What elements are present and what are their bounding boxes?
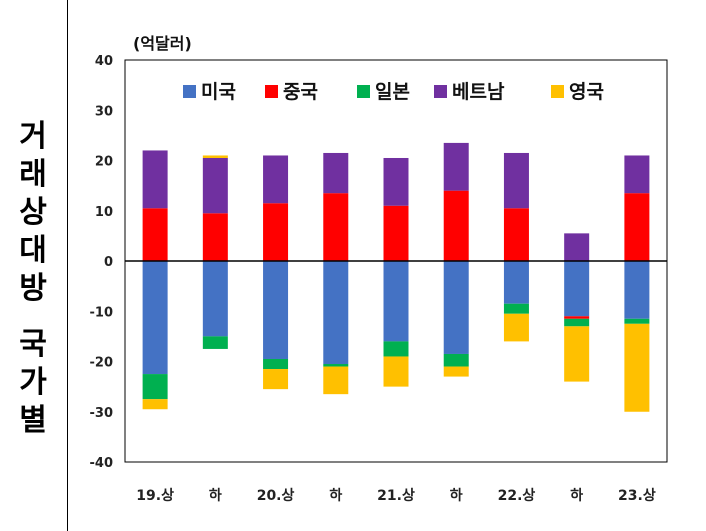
- bar-segment: [564, 326, 590, 382]
- side-title-char: 국: [19, 327, 47, 362]
- bar-segment: [503, 303, 529, 314]
- bar-segment: [503, 261, 529, 304]
- side-title-char: 거: [19, 119, 47, 154]
- bar-segment: [443, 353, 469, 367]
- bar-segment: [624, 323, 650, 412]
- x-tick-label: 하: [450, 487, 463, 504]
- bar-segment: [624, 193, 650, 261]
- bar-segment: [142, 261, 168, 375]
- bar-segment: [564, 233, 590, 261]
- x-tick-label: 하: [209, 487, 222, 504]
- legend-label: 중국: [283, 81, 318, 103]
- bar-segment: [383, 157, 409, 206]
- bar-segment: [263, 261, 289, 359]
- y-tick-label: 20: [95, 155, 113, 170]
- bar-segment: [383, 261, 409, 342]
- y-tick-label: -40: [90, 456, 114, 471]
- x-tick-label: 20.상: [257, 488, 295, 504]
- x-tick-label: 하: [329, 487, 342, 504]
- unit-label: (억달러): [133, 34, 192, 53]
- bar-segment: [323, 364, 349, 367]
- bar-segment: [443, 142, 469, 191]
- bar-segment: [142, 374, 168, 400]
- x-tick-label: 21.상: [377, 488, 415, 504]
- legend-swatch: [265, 85, 278, 98]
- x-tick-label: 19.상: [136, 488, 174, 504]
- bar-segment: [323, 152, 349, 194]
- side-title-char: 상: [19, 195, 47, 230]
- side-title-char: 별: [19, 403, 47, 438]
- bar-segment: [443, 366, 469, 377]
- bar-segment: [383, 205, 409, 261]
- x-tick-label: 하: [570, 487, 583, 504]
- bar-segment: [323, 366, 349, 395]
- bar-segment: [142, 150, 168, 209]
- side-title-char: 가: [19, 365, 47, 400]
- bar-segment: [202, 155, 228, 158]
- x-tick-label: 23.상: [618, 488, 656, 504]
- bar-segment: [383, 341, 409, 357]
- bar-segment: [443, 190, 469, 261]
- divider-line: [67, 0, 68, 531]
- y-tick-label: 10: [95, 205, 113, 220]
- bar-segment: [142, 208, 168, 261]
- y-tick-label: 30: [95, 104, 113, 119]
- legend-label: 일본: [375, 81, 410, 103]
- bar-segment: [323, 193, 349, 261]
- y-tick-label: 40: [95, 54, 113, 69]
- y-tick-label: 0: [104, 255, 113, 270]
- bar-segment: [383, 356, 409, 387]
- bar-segment: [202, 213, 228, 261]
- bar-segment: [443, 261, 469, 354]
- bar-segment: [503, 152, 529, 209]
- bar-segment: [503, 208, 529, 261]
- legend-label: 영국: [569, 81, 604, 103]
- bar-segment: [624, 318, 650, 324]
- bar-segment: [202, 261, 228, 337]
- bar-segment: [142, 399, 168, 410]
- bar-segment: [503, 313, 529, 342]
- bar-segment: [263, 203, 289, 261]
- x-tick-label: 22.상: [498, 488, 536, 504]
- bar-segment: [202, 157, 228, 214]
- legend-swatch: [357, 85, 370, 98]
- bar-segment: [564, 316, 590, 319]
- bar-segment: [323, 261, 349, 365]
- side-title: 거 래 상 대 방 국 가 별: [8, 118, 58, 440]
- legend-label: 미국: [201, 81, 236, 103]
- side-title-char: 대: [19, 233, 47, 268]
- bar-segment: [564, 261, 590, 317]
- legend-swatch: [434, 85, 447, 98]
- legend-label: 베트남: [452, 81, 505, 103]
- bar-segment: [624, 155, 650, 194]
- y-tick-label: -20: [90, 356, 114, 371]
- bar-segment: [263, 155, 289, 204]
- y-tick-label: -30: [90, 406, 114, 421]
- bar-segment: [263, 358, 289, 370]
- bar-segment: [263, 369, 289, 390]
- bar-segment: [202, 336, 228, 349]
- side-title-char: 래: [19, 157, 47, 192]
- side-title-char: 방: [19, 271, 47, 306]
- legend-swatch: [551, 85, 564, 98]
- y-tick-label: -10: [90, 305, 114, 320]
- legend-swatch: [183, 85, 196, 98]
- bar-segment: [564, 318, 590, 327]
- bar-segment: [624, 261, 650, 319]
